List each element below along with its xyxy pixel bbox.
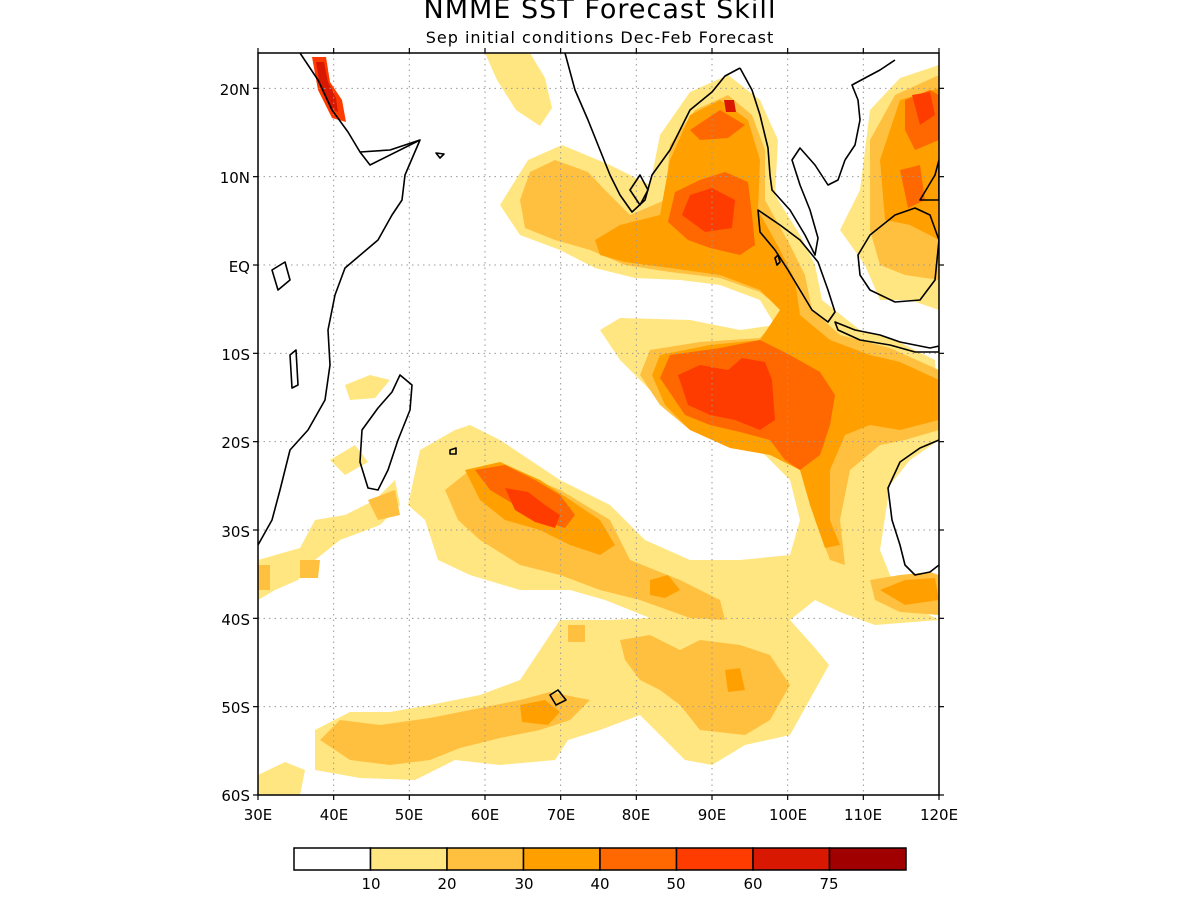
indochina-coastline [844,59,896,161]
axis-ticks [253,48,944,800]
socotra [435,152,445,159]
somalia-horn-coastline [359,139,421,166]
lat-label-40s: 40S [221,611,250,629]
map-frame [257,52,940,796]
lon-label-30e: 30E [244,806,273,824]
latitude-axis: 20N 10N EQ 10S 20S 30S 40S 50S 60S [220,81,250,805]
lon-label-60e: 60E [471,806,500,824]
lat-label-60s: 60S [221,787,250,805]
australia-west-coastline [887,439,939,576]
colorbar-swatch [752,847,831,871]
colorbar-label-20: 20 [437,875,456,893]
colorbar-label-60: 60 [743,875,762,893]
colorbar-swatch [446,847,525,871]
longitude-axis: 30E 40E 50E 60E 70E 80E 90E 100E 110E 12… [244,806,958,824]
burma-thai-coastline [739,67,846,256]
coastlines [258,53,939,706]
colorbar-label-40: 40 [590,875,609,893]
lat-label-30s: 30S [221,523,250,541]
lon-label-100e: 100E [769,806,807,824]
india-coastline [564,53,741,213]
madagascar [359,374,413,491]
contour-level-60-75 [316,62,736,112]
chart-title: NMME SST Forecast Skill [423,0,777,25]
java-sunda [834,321,939,353]
chart-subtitle: Sep initial conditions Dec-Feb Forecast [425,28,775,47]
map-gridlines [258,53,939,795]
colorbar-label-10: 10 [361,875,380,893]
colorbar-label-50: 50 [666,875,685,893]
lon-label-70e: 70E [547,806,576,824]
lat-label-eq: EQ [229,258,250,276]
seychelles-island [271,261,291,291]
philippines-east [919,159,939,201]
lon-label-110e: 110E [844,806,882,824]
lon-label-80e: 80E [622,806,651,824]
lon-label-90e: 90E [698,806,727,824]
sri-lanka [629,174,649,206]
mascarene-island [449,447,457,455]
skill-contours [258,53,939,795]
colorbar: 10 20 30 40 50 60 75 [293,847,907,893]
lon-label-50e: 50E [395,806,424,824]
lat-label-50s: 50S [221,699,250,717]
colorbar-boxes [293,847,907,871]
colorbar-swatch [369,847,448,871]
africa-arabia-coastline [258,53,421,546]
lon-label-40e: 40E [320,806,349,824]
andaman-islands [774,254,781,266]
colorbar-swatch [675,847,754,871]
colorbar-swatch [522,847,601,871]
colorbar-label-30: 30 [514,875,533,893]
lat-label-10n: 10N [220,169,250,187]
lat-label-20n: 20N [220,81,250,99]
colorbar-label-75: 75 [819,875,838,893]
colorbar-swatch [599,847,678,871]
comoros-island [289,349,299,389]
colorbar-swatch [293,847,372,871]
lon-label-120e: 120E [920,806,958,824]
sumatra [757,209,836,323]
lat-label-20s: 20S [221,434,250,452]
kerguelen-island [549,689,567,706]
lat-label-10s: 10S [221,346,250,364]
colorbar-swatch [828,847,907,871]
borneo [857,207,939,303]
